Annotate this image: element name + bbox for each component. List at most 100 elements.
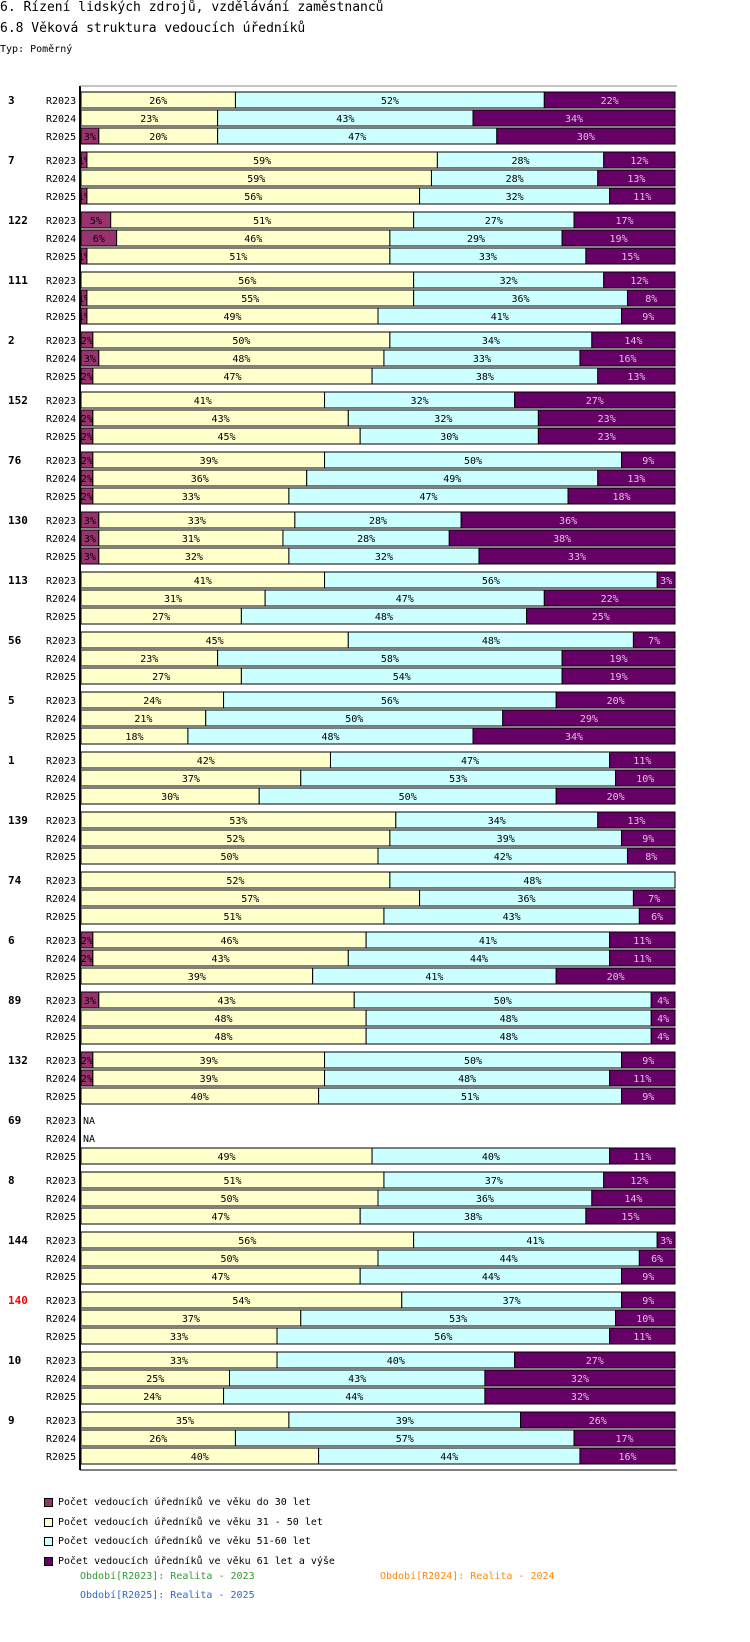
data-label: 12% [630, 276, 648, 287]
group-label: 140 [8, 1294, 28, 1307]
data-label: 40% [387, 1356, 405, 1367]
chart-title: 6.8 Věková struktura vedoucích úředníků [0, 21, 306, 36]
data-label: 50% [345, 714, 363, 725]
period-label: R2025 [46, 1212, 76, 1223]
bar-segment [615, 1309, 676, 1327]
data-label: 47% [396, 594, 414, 605]
data-label: 11% [633, 1074, 651, 1085]
data-label: 23% [140, 654, 158, 665]
period-label: R2025 [46, 432, 76, 443]
bar-segment [609, 1327, 676, 1345]
data-label: 33% [182, 492, 200, 503]
data-label: 2% [81, 432, 93, 443]
bar-segment [609, 931, 676, 949]
data-label: 51% [253, 216, 271, 227]
data-label: 44% [440, 1452, 458, 1463]
data-label: 45% [206, 636, 224, 647]
period-label: R2025 [46, 492, 76, 503]
period-label: R2025 [46, 192, 76, 203]
data-label: 3% [84, 552, 96, 563]
data-label: 56% [434, 1332, 452, 1343]
data-label: 11% [633, 954, 651, 965]
data-label: 51% [223, 912, 241, 923]
bar-segment [621, 1051, 676, 1069]
legend-label: Počet vedoucích úředníků ve věku do 30 l… [58, 1497, 311, 1509]
bar-segment [561, 229, 676, 247]
data-label: 38% [476, 372, 494, 383]
data-label: 43% [348, 1374, 366, 1385]
bar-segment [621, 1087, 676, 1105]
period-label: R2025 [46, 132, 76, 143]
data-label: 1% [78, 294, 90, 305]
data-label: 12% [630, 1176, 648, 1187]
data-label: 18% [125, 732, 143, 743]
period-label: R2025 [46, 972, 76, 983]
data-label: 43% [217, 996, 235, 1007]
legend-item-61: Počet vedoucích úředníků ve věku 61 let … [44, 1552, 335, 1572]
data-label: 8% [645, 852, 657, 863]
period-r2023: Období[R2023]: Realita - 2023 [80, 1571, 255, 1582]
data-label: 15% [621, 1212, 639, 1223]
data-label: 32% [571, 1374, 589, 1385]
bar-segment [502, 709, 676, 727]
period-label: R2023 [46, 996, 76, 1007]
data-label: 25% [592, 612, 610, 623]
data-label: 3% [84, 132, 96, 143]
data-label: 50% [494, 996, 512, 1007]
period-label: R2023 [46, 396, 76, 407]
legend-label: Počet vedoucích úředníků ve věku 51-60 l… [58, 1536, 311, 1548]
stacked-bar-chart: 3 R2023 26% 52% 22%R2024 23% 43% 34%R2025 3% 20% 4… [8, 85, 677, 1471]
data-label: 47% [212, 1272, 230, 1283]
data-label: 7% [648, 894, 660, 905]
data-label: 2% [81, 1074, 93, 1085]
bar-segment [615, 769, 676, 787]
period-label: R2024 [46, 1314, 76, 1325]
bar-segment [579, 349, 676, 367]
bar-segment [632, 889, 676, 907]
data-label: 48% [232, 354, 250, 365]
data-label: 24% [143, 1392, 161, 1403]
data-label: 30% [161, 792, 179, 803]
data-label: 37% [485, 1176, 503, 1187]
data-label: 27% [586, 1356, 604, 1367]
legend-swatch-do30 [44, 1498, 53, 1508]
data-label: 28% [506, 174, 524, 185]
data-label: 19% [610, 672, 628, 683]
bar-segment [609, 751, 676, 769]
data-label: 9% [642, 834, 654, 845]
data-label: 2% [81, 336, 93, 347]
data-label: 32% [185, 552, 203, 563]
data-label: 32% [506, 192, 524, 203]
data-label: 27% [586, 396, 604, 407]
data-label: 54% [393, 672, 411, 683]
data-label: 53% [229, 816, 247, 827]
period-label: R2024 [46, 1434, 76, 1445]
data-label: 40% [191, 1452, 209, 1463]
data-label: 50% [399, 792, 417, 803]
group-label: 69 [8, 1114, 21, 1127]
data-label: 56% [238, 1236, 256, 1247]
bar-segment [555, 787, 676, 805]
data-label: 41% [479, 936, 497, 947]
data-label: 38% [464, 1212, 482, 1223]
data-label: 41% [194, 396, 212, 407]
data-label: 26% [149, 96, 167, 107]
data-label: 11% [633, 936, 651, 947]
data-label: 3% [660, 576, 672, 587]
data-label: 13% [627, 474, 645, 485]
bar-segment [573, 211, 676, 229]
data-label: 48% [321, 732, 339, 743]
data-label: 48% [215, 1014, 233, 1025]
data-label: 56% [381, 696, 399, 707]
period-label: R2024 [46, 654, 76, 665]
period-label: R2024 [46, 354, 76, 365]
bar-segment [543, 91, 676, 109]
data-label: 40% [482, 1152, 500, 1163]
bar-segment [579, 1447, 676, 1465]
data-label: 48% [215, 1032, 233, 1043]
period-label: R2024 [46, 714, 76, 725]
period-label: R2025 [46, 372, 76, 383]
data-label: 3% [84, 534, 96, 545]
legend-swatch-51-60 [44, 1537, 53, 1547]
period-r2025: Období[R2025]: Realita - 2025 [80, 1590, 255, 1601]
